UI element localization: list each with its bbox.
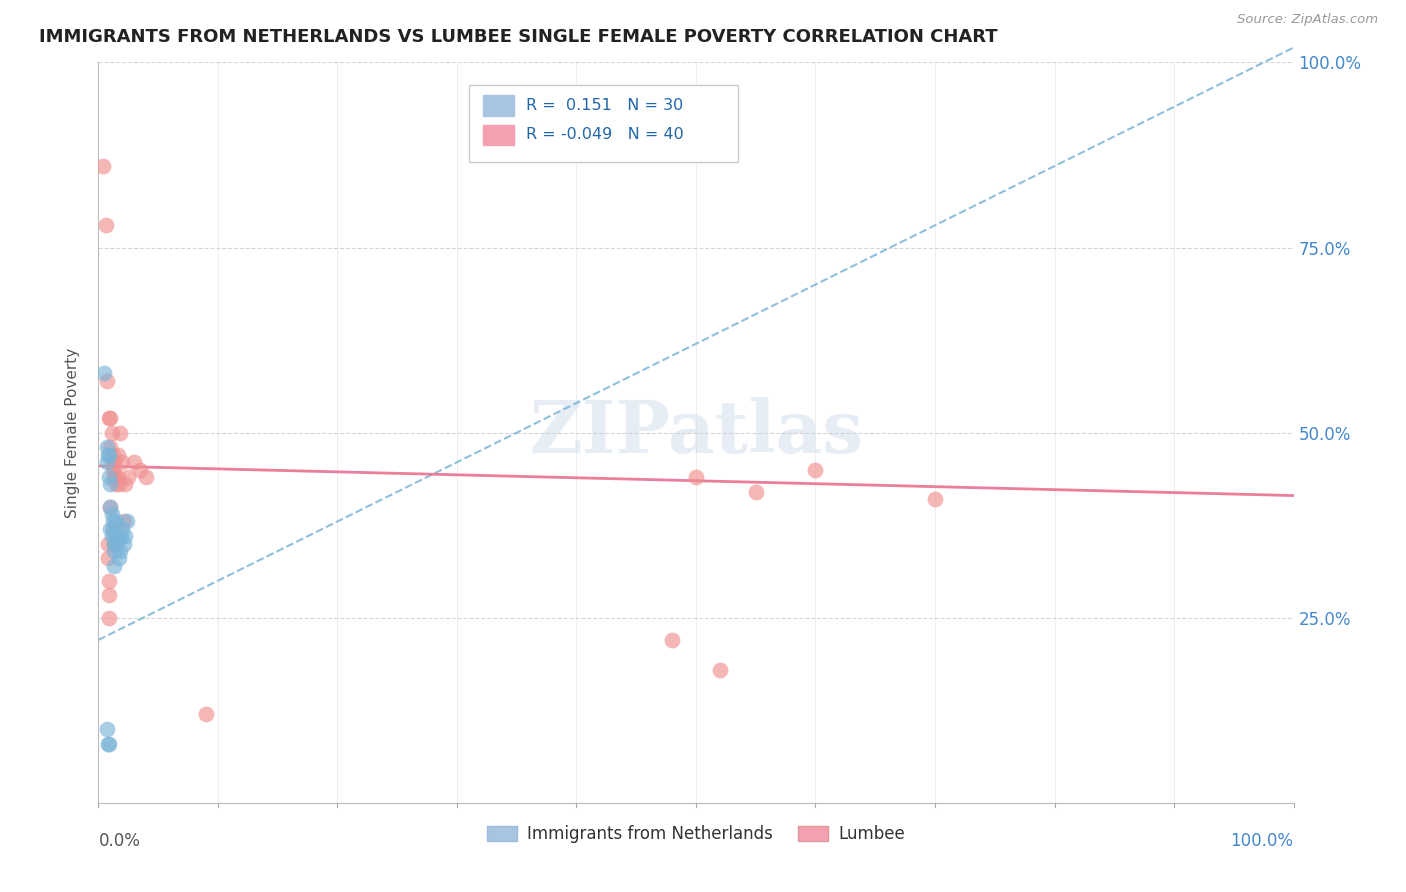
- Point: [107, 529, 129, 543]
- Point: [98, 410, 122, 425]
- Point: [924, 492, 946, 507]
- Point: [100, 507, 122, 521]
- Point: [101, 515, 124, 529]
- Point: [135, 470, 157, 484]
- FancyBboxPatch shape: [484, 95, 515, 116]
- Point: [103, 455, 125, 469]
- Point: [104, 470, 127, 484]
- Point: [103, 544, 125, 558]
- Point: [804, 462, 827, 476]
- Point: [195, 706, 218, 721]
- Point: [98, 610, 121, 624]
- Point: [129, 462, 152, 476]
- Point: [117, 470, 139, 484]
- Point: [111, 455, 134, 469]
- Point: [107, 477, 129, 491]
- Point: [114, 477, 136, 491]
- FancyBboxPatch shape: [470, 85, 738, 162]
- Point: [108, 544, 131, 558]
- Point: [685, 470, 707, 484]
- Point: [98, 574, 121, 588]
- Point: [101, 448, 124, 462]
- Point: [104, 529, 127, 543]
- Point: [103, 536, 125, 550]
- Point: [745, 484, 768, 499]
- Point: [100, 529, 122, 543]
- Point: [98, 441, 122, 455]
- FancyBboxPatch shape: [484, 125, 515, 145]
- Point: [97, 551, 120, 566]
- Point: [98, 500, 122, 514]
- Point: [112, 536, 135, 550]
- Point: [98, 522, 122, 536]
- Point: [103, 558, 125, 573]
- Text: R = -0.049   N = 40: R = -0.049 N = 40: [526, 128, 683, 143]
- Point: [103, 536, 125, 550]
- Point: [101, 462, 124, 476]
- Point: [96, 455, 118, 469]
- Point: [105, 536, 128, 550]
- Point: [101, 522, 124, 536]
- Point: [114, 529, 136, 543]
- Point: [107, 470, 129, 484]
- Point: [98, 410, 121, 425]
- Point: [97, 737, 120, 751]
- Point: [94, 219, 117, 233]
- Legend: Immigrants from Netherlands, Lumbee: Immigrants from Netherlands, Lumbee: [481, 819, 911, 850]
- Point: [97, 448, 120, 462]
- Point: [110, 529, 132, 543]
- Point: [98, 448, 121, 462]
- Text: 0.0%: 0.0%: [98, 832, 141, 850]
- Point: [98, 737, 121, 751]
- Point: [98, 500, 122, 514]
- Point: [98, 589, 121, 603]
- Point: [97, 536, 120, 550]
- Point: [96, 441, 118, 455]
- Point: [98, 470, 121, 484]
- Point: [115, 515, 138, 529]
- Point: [111, 522, 134, 536]
- Point: [100, 455, 122, 469]
- Point: [661, 632, 683, 647]
- Point: [96, 722, 118, 736]
- Text: R =  0.151   N = 30: R = 0.151 N = 30: [526, 98, 683, 113]
- Point: [96, 374, 118, 388]
- Point: [105, 515, 128, 529]
- Point: [112, 515, 135, 529]
- Point: [103, 470, 125, 484]
- Point: [91, 159, 114, 173]
- Point: [107, 448, 129, 462]
- Point: [101, 522, 124, 536]
- Point: [93, 367, 115, 381]
- Text: ZIPatlas: ZIPatlas: [529, 397, 863, 468]
- Text: Source: ZipAtlas.com: Source: ZipAtlas.com: [1237, 13, 1378, 27]
- Point: [107, 551, 129, 566]
- Point: [124, 455, 146, 469]
- Point: [100, 425, 122, 440]
- Y-axis label: Single Female Poverty: Single Female Poverty: [65, 348, 80, 517]
- Point: [108, 425, 131, 440]
- Point: [98, 477, 122, 491]
- Point: [709, 663, 731, 677]
- Text: 100.0%: 100.0%: [1230, 832, 1294, 850]
- Text: IMMIGRANTS FROM NETHERLANDS VS LUMBEE SINGLE FEMALE POVERTY CORRELATION CHART: IMMIGRANTS FROM NETHERLANDS VS LUMBEE SI…: [39, 28, 997, 45]
- Point: [105, 477, 128, 491]
